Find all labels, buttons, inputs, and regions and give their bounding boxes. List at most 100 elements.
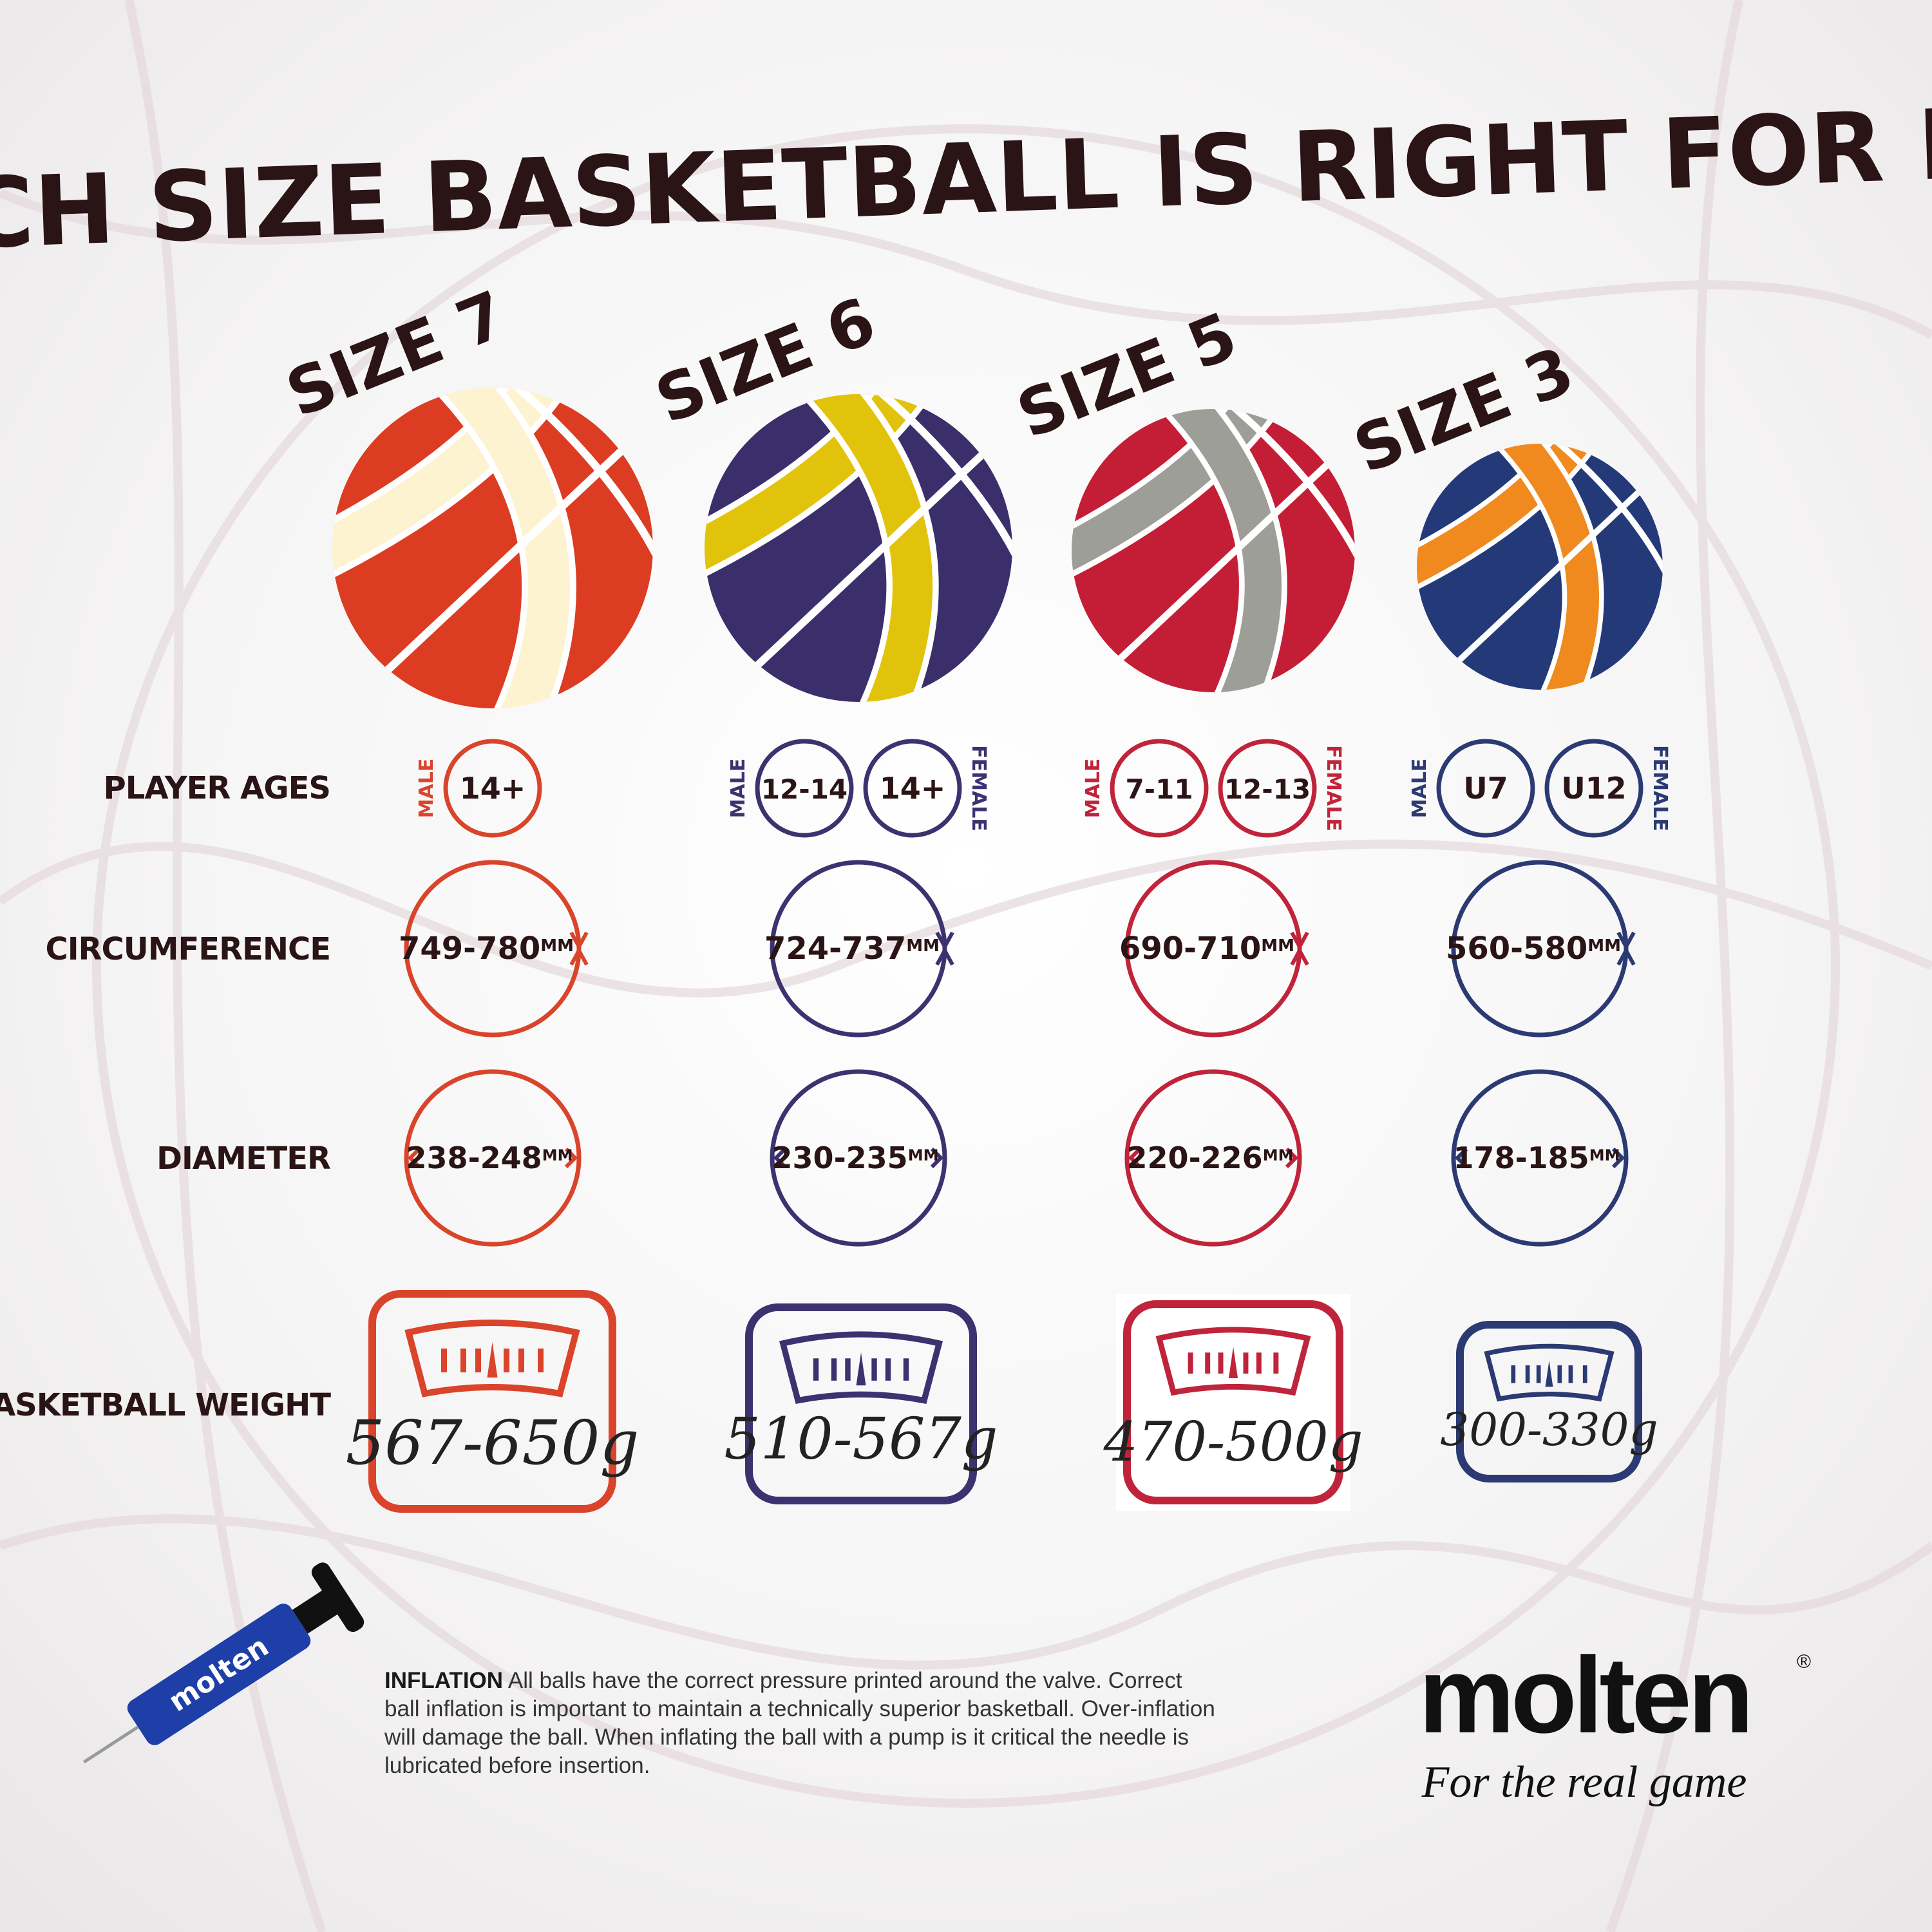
unit: MM: [1587, 936, 1621, 956]
unit: MM: [1263, 1146, 1294, 1164]
value: 178-185: [1454, 1141, 1589, 1175]
ball-seam: [1550, 444, 1663, 581]
age-circle: [1218, 739, 1317, 838]
age-range: U12: [1561, 771, 1626, 806]
diameter-arrows: [1454, 1147, 1625, 1169]
age-group: FEMALE: [967, 745, 990, 831]
scale-dial: [1155, 1327, 1311, 1396]
unit: MM: [906, 936, 940, 956]
ball-stripe: [1497, 444, 1599, 690]
ball-seam: [740, 445, 992, 682]
diameter-value: 220-226MM: [1127, 1141, 1294, 1175]
unit: MM: [1261, 936, 1294, 956]
age-circle: [1436, 739, 1535, 838]
row-label: BASKETBALL WEIGHT: [0, 1387, 331, 1423]
diameter-value: 178-185MM: [1454, 1141, 1620, 1175]
row-label: PLAYER AGES: [104, 770, 330, 806]
weight-box: [745, 1303, 977, 1504]
weight-value: 510-567g: [724, 1406, 998, 1472]
age-group: MALE: [1408, 759, 1431, 819]
age-circle: [1110, 739, 1209, 838]
unit: MM: [540, 936, 574, 956]
scale-dial: [404, 1320, 580, 1397]
circumference-value: 690-710MM: [1119, 931, 1294, 967]
pump-icon: molten: [82, 1562, 365, 1764]
inflation-note: INFLATION All balls have the correct pre…: [384, 1667, 1222, 1780]
age-range: 14+: [460, 771, 526, 806]
ball-stripe: [805, 394, 933, 702]
unit: MM: [908, 1146, 939, 1164]
age-group: FEMALE: [1322, 745, 1345, 831]
diameter-arrows: [407, 1147, 578, 1169]
value: 690-710: [1119, 931, 1261, 967]
age-circle: [443, 739, 542, 838]
value: 724-737: [764, 931, 906, 967]
unit: MM: [542, 1146, 573, 1164]
ball-stripe: [437, 388, 570, 708]
circumference-arrow: [569, 931, 589, 966]
circumference-arrow: [1616, 931, 1636, 966]
tagline: For the real game: [1421, 1757, 1747, 1807]
scale-dial: [1484, 1343, 1615, 1402]
circumference-value: 749-780MM: [399, 931, 574, 967]
ball-seam: [1225, 409, 1355, 567]
row-label: CIRCUMFERENCE: [45, 931, 330, 967]
diameter-value: 238-248MM: [406, 1141, 573, 1175]
weight-value: 470-500g: [1103, 1410, 1363, 1473]
diameter-circle: [1124, 1069, 1302, 1247]
scale-needle: [487, 1342, 498, 1378]
age-circle: [1544, 739, 1643, 838]
columns: SIZE 714+MALE749-780MM238-248MM567-650gS…: [276, 276, 1671, 1513]
age-group: MALE: [727, 759, 750, 819]
weight-value: 567-650g: [346, 1408, 639, 1479]
circumference-arrow: [1290, 931, 1309, 966]
scale-needle: [1228, 1347, 1238, 1379]
diameter-arrows: [773, 1147, 944, 1169]
weight-box: [1123, 1300, 1343, 1504]
weight-backdrop: [1116, 1294, 1350, 1511]
value: 560-580: [1446, 931, 1587, 967]
circumference-arrow: [935, 931, 954, 966]
age-range: 7-11: [1125, 773, 1193, 805]
scale-dial: [779, 1331, 943, 1405]
value: 749-780: [399, 931, 540, 967]
age-group: FEMALE: [1649, 745, 1671, 831]
circumference-value: 560-580MM: [1446, 931, 1621, 967]
weight-box: [368, 1290, 616, 1513]
basketball: [705, 394, 1012, 702]
ball-seam: [369, 440, 632, 688]
ball-seam: [506, 388, 653, 566]
weight-value: 300-330g: [1440, 1403, 1658, 1456]
diameter-value: 230-235MM: [772, 1141, 939, 1175]
value: 238-248: [406, 1141, 542, 1175]
row-label: DIAMETER: [156, 1141, 330, 1177]
scale-needle: [1545, 1360, 1553, 1387]
basketball: [1417, 444, 1663, 690]
basketball: [1072, 409, 1355, 692]
diameter-circle: [770, 1069, 947, 1247]
age-circle: [863, 739, 962, 838]
age-group: MALE: [415, 759, 438, 819]
scale-needle: [856, 1352, 866, 1386]
ball-stripe: [1164, 409, 1282, 692]
diameter-arrows: [1128, 1147, 1299, 1169]
inflation-text: All balls have the correct pressure prin…: [384, 1668, 1215, 1778]
ball-seam: [1104, 455, 1336, 674]
diameter-circle: [1451, 1069, 1629, 1247]
age-range: 14+: [880, 771, 946, 806]
diameter-circle: [404, 1069, 582, 1247]
age-range: 12-13: [1224, 773, 1311, 805]
age-range: U7: [1463, 771, 1508, 806]
title: WHICH SIZE BASKETBALL IS RIGHT FOR ME...: [0, 81, 1932, 279]
registered-mark: ®: [1797, 1651, 1811, 1672]
weight-box: [1456, 1321, 1642, 1482]
value: 220-226: [1127, 1141, 1263, 1175]
ball-seam: [1445, 484, 1647, 674]
age-circle: [755, 739, 854, 838]
